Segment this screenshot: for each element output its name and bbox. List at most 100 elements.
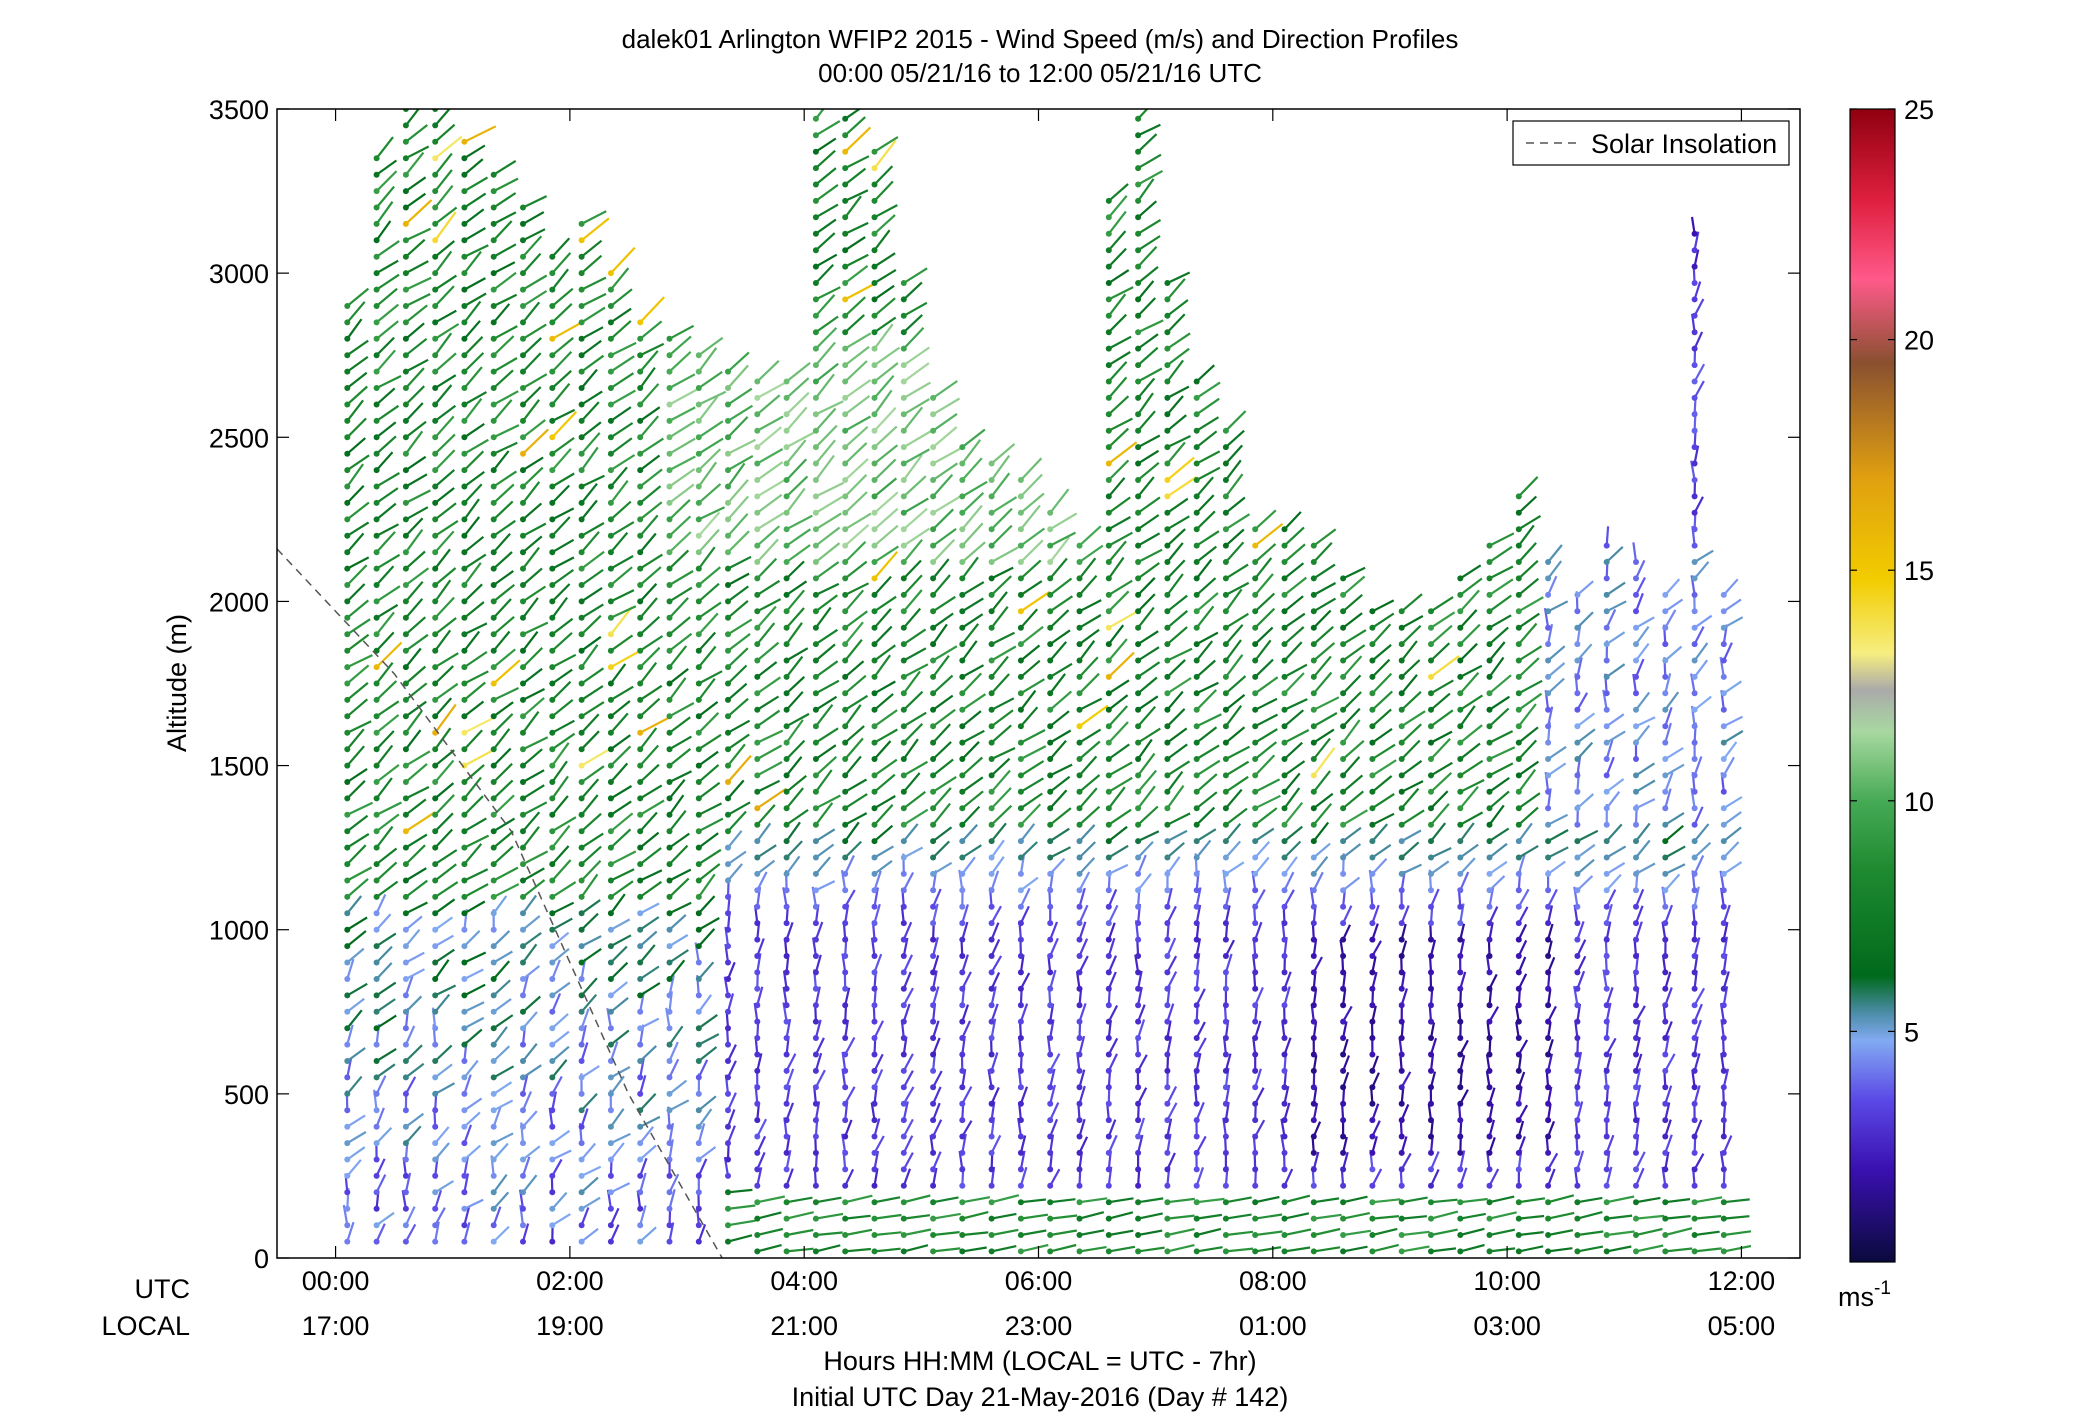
wind-barb-point (1076, 1018, 1083, 1025)
wind-barb-point (1662, 641, 1669, 648)
wind-barb-point (1105, 608, 1112, 615)
wind-barb-shaft (991, 1245, 1017, 1253)
wind-barb-shaft (1050, 1198, 1076, 1204)
wind-barb-shaft (785, 362, 811, 383)
wind-barb-shaft (902, 1101, 909, 1121)
wind-barb-point (812, 1133, 819, 1140)
wind-barb-shaft (639, 811, 658, 832)
wind-barb-point (695, 1156, 702, 1163)
wind-barb-point (1105, 805, 1112, 812)
wind-barb-point (1662, 1232, 1669, 1238)
wind-barb-point (1193, 838, 1200, 845)
wind-barb-shaft (551, 287, 574, 307)
wind-barb-shaft (1254, 728, 1278, 744)
wind-barb-point (1662, 1117, 1669, 1124)
wind-barb-point (812, 920, 819, 927)
wind-barb-shaft (1605, 823, 1623, 842)
wind-barb-point (1105, 542, 1112, 549)
wind-barb-point (1193, 690, 1200, 697)
wind-barb-point (783, 657, 790, 664)
wind-barb-shaft (1284, 1246, 1311, 1253)
wind-barb-point (373, 598, 380, 605)
wind-barb-shaft (903, 267, 928, 284)
wind-barb-shaft (1166, 955, 1178, 973)
wind-barb-point (1486, 624, 1493, 631)
wind-barb-point (1486, 739, 1493, 746)
wind-barb-shaft (1430, 1210, 1459, 1220)
wind-barb-point (871, 1002, 878, 1009)
wind-barb-shaft (1634, 592, 1644, 612)
wind-barb-point (1047, 673, 1054, 680)
wind-barb-point (842, 296, 849, 303)
wind-barb-shaft (1078, 755, 1098, 777)
wind-barb-point (871, 247, 878, 254)
wind-barb-point (344, 335, 351, 342)
wind-barb-shaft (1078, 871, 1091, 891)
wind-barb-point (666, 1189, 673, 1196)
wind-barb-point (1164, 887, 1171, 894)
wind-barb-shaft (1547, 544, 1563, 563)
wind-barb-point (373, 631, 380, 638)
wind-barb-point (1603, 1133, 1610, 1140)
wind-barb-point (930, 1035, 937, 1041)
wind-barb-point (637, 1041, 644, 1048)
wind-barb-shaft (1488, 860, 1508, 875)
wind-barb-shaft (405, 109, 409, 110)
wind-barb-shaft (1107, 624, 1125, 645)
wind-barb-shaft (580, 685, 604, 701)
wind-barb-point (666, 532, 673, 539)
wind-barb-shaft (522, 301, 541, 324)
wind-barb-point (959, 821, 966, 828)
wind-barb-point (461, 1238, 468, 1245)
wind-barb-shaft (845, 1247, 872, 1253)
wind-barb-point (1222, 1199, 1229, 1206)
wind-barb-shaft (1665, 1227, 1693, 1237)
wind-barb-shaft (492, 1173, 508, 1193)
wind-barb-shaft (1225, 694, 1246, 711)
wind-barb-shaft (1488, 641, 1506, 662)
wind-barb-shaft (1166, 708, 1186, 727)
wind-barb-point (1135, 673, 1142, 680)
wind-barb-shaft (1108, 351, 1131, 367)
wind-barb-shaft (551, 507, 575, 521)
wind-barb-shaft (1283, 543, 1306, 563)
wind-barb-point (1135, 1248, 1142, 1255)
wind-barb-shaft (727, 743, 746, 767)
wind-barb-shaft (932, 1020, 940, 1039)
wind-barb-shaft (522, 456, 544, 472)
wind-barb-point (1545, 1117, 1552, 1124)
wind-barb-shaft (492, 979, 511, 997)
wind-barb-shaft (434, 502, 457, 521)
wind-barb-shaft (580, 635, 602, 652)
wind-barb-point (1515, 1067, 1522, 1074)
wind-barb-point (490, 1008, 497, 1015)
wind-barb-shaft (434, 109, 451, 127)
wind-barb-shaft (522, 481, 541, 504)
wind-barb-point (344, 516, 351, 523)
wind-barb-shaft (756, 744, 783, 760)
wind-barb-shaft (815, 286, 841, 301)
wind-barb-shaft (580, 1227, 599, 1243)
wind-barb-point (666, 664, 673, 671)
wind-barb-point (1486, 903, 1493, 910)
wind-barb-point (842, 427, 849, 434)
wind-barb-point (1281, 920, 1288, 927)
wind-barb-point (725, 417, 731, 424)
wind-barb-point (1164, 1215, 1171, 1222)
wind-barb-shaft (522, 235, 543, 258)
wind-barb-shaft (434, 240, 455, 258)
wind-barb-point (432, 565, 439, 572)
wind-barb-shaft (1342, 674, 1362, 695)
wind-barb-point (402, 138, 409, 145)
wind-barb-point (373, 1123, 380, 1130)
wind-barb-point (871, 1199, 878, 1206)
wind-barb-point (959, 903, 966, 910)
wind-barb-shaft (1518, 657, 1540, 678)
wind-barb-point (959, 805, 966, 812)
wind-barb-point (1515, 772, 1522, 779)
wind-barb-shaft (873, 284, 895, 301)
wind-barb-shaft (346, 682, 369, 701)
wind-barb-point (988, 657, 995, 664)
wind-barb-shaft (346, 728, 365, 750)
wind-barb-point (549, 253, 556, 260)
